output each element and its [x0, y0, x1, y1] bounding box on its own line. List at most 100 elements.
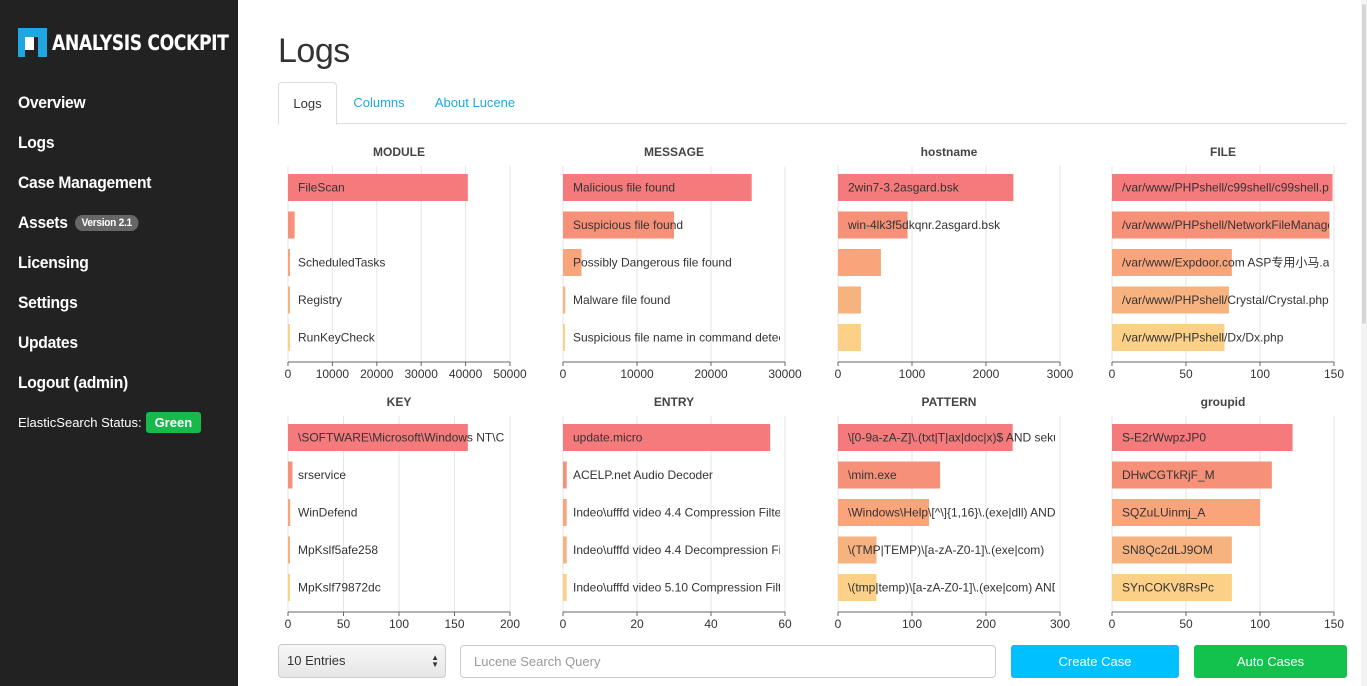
- bar: [563, 324, 565, 351]
- chart-title: PATTERN: [922, 395, 977, 409]
- sidebar-item-updates[interactable]: Updates: [18, 333, 78, 353]
- tick-label: 0: [1109, 367, 1116, 381]
- tick-label: 50: [337, 617, 351, 631]
- sidebar-item-settings[interactable]: Settings: [18, 293, 78, 313]
- chart-module-panel: MODULE 0 10000 20000 30000 40000 50000 FileScan…: [285, 145, 527, 381]
- tab-logs[interactable]: Logs: [278, 82, 337, 125]
- tick-label: 20: [630, 617, 644, 631]
- bar-label: Indeo\ufffd video 4.4 Compression Filter: [573, 506, 785, 520]
- bar-label: Possibly Dangerous file found: [573, 256, 732, 270]
- tick-label: 10000: [620, 367, 654, 381]
- sidebar-item-case-management[interactable]: Case Management: [18, 173, 151, 193]
- bar: [1112, 249, 1232, 276]
- tick-label: 30000: [768, 367, 802, 381]
- bar-label: Suspicious file name in command detecte: [573, 331, 795, 345]
- bar-label: S-E2rWwpzJP0: [1122, 431, 1206, 445]
- lucene-search-input[interactable]: [460, 645, 996, 678]
- sidebar-item-label: Logs: [18, 133, 55, 152]
- bar: [1112, 424, 1293, 451]
- auto-cases-button[interactable]: Auto Cases: [1194, 645, 1347, 678]
- tick-label: 150: [1324, 617, 1344, 631]
- tick-label: 50: [1179, 367, 1193, 381]
- chart-groupid-panel: groupid 0 50 100 150 S-E2rWwpzJP0 DHwCGTkRjF_M…: [1109, 395, 1345, 631]
- bar: [288, 536, 290, 564]
- tick-label: 30000: [405, 367, 439, 381]
- sidebar-item-licensing[interactable]: Licensing: [18, 253, 89, 273]
- sidebar-item-logout[interactable]: Logout (admin): [18, 373, 128, 393]
- elasticsearch-status: ElasticSearch Status: Green: [18, 412, 202, 433]
- version-badge: Version 2.1: [75, 215, 139, 231]
- bar: [563, 499, 567, 526]
- bar-label: Suspicious file found: [573, 218, 683, 232]
- bar: [1112, 211, 1330, 239]
- bar-label: RunKeyCheck: [298, 331, 376, 345]
- tick-label: 300: [1050, 617, 1070, 631]
- scrollbar[interactable]: [1361, 0, 1367, 686]
- sidebar-item-label: Updates: [18, 333, 78, 352]
- sidebar: ANALYSIS COCKPIT Overview Logs Case Mana…: [0, 0, 238, 686]
- tab-bar: Logs Columns About Lucene: [278, 82, 1347, 125]
- bar-label: Registry: [298, 293, 342, 307]
- logo-text: ANALYSIS COCKPIT: [52, 30, 229, 55]
- sidebar-item-assets[interactable]: Assets Version 2.1: [18, 213, 139, 233]
- bar: [288, 324, 290, 351]
- es-status-label: ElasticSearch Status:: [18, 415, 142, 430]
- tick-label: 150: [444, 617, 464, 631]
- tick-label: 50: [1179, 617, 1193, 631]
- app-logo[interactable]: ANALYSIS COCKPIT: [18, 28, 267, 57]
- bar: [838, 536, 877, 564]
- bar-label: \mim.exe: [848, 468, 897, 482]
- tick-label: 2000: [973, 367, 1000, 381]
- bar: [563, 174, 752, 201]
- bar: [1112, 499, 1260, 526]
- bar-label: Malware file found: [573, 293, 670, 307]
- bar-label: SYnCOKV8RsPc: [1122, 581, 1214, 595]
- bar: [838, 324, 861, 351]
- sidebar-item-label: Overview: [18, 93, 86, 112]
- tab-columns[interactable]: Columns: [353, 95, 405, 110]
- chart-pattern-panel: PATTERN 0 100 200 300 \[0-9a-zA-Z]\.(txt|T|ax…: [835, 395, 1073, 631]
- bar: [288, 249, 290, 276]
- entries-select[interactable]: 10 Entries ▲ ▼: [278, 644, 446, 678]
- bar: [563, 461, 567, 489]
- scrollbar-thumb[interactable]: [1362, 4, 1366, 324]
- sidebar-item-label: Assets: [18, 213, 68, 232]
- tick-label: 0: [560, 617, 567, 631]
- bar: [838, 461, 941, 489]
- bar-label: \[0-9a-zA-Z]\.(txt|T|ax|doc|x)$ AND seku…: [848, 431, 1073, 445]
- create-case-button[interactable]: Create Case: [1011, 645, 1179, 678]
- tab-about-lucene[interactable]: About Lucene: [434, 95, 516, 110]
- tick-label: 1000: [899, 367, 926, 381]
- tick-label: 100: [1250, 617, 1270, 631]
- chart-entry-panel: ENTRY 0 20 40 60 update.micro ACELP.net Audio …: [560, 395, 792, 631]
- tick-label: 150: [1324, 367, 1344, 381]
- bar-label: MpKslf79872dc: [298, 581, 381, 595]
- bar-label: WinDefend: [298, 506, 357, 520]
- tick-label: 100: [902, 617, 922, 631]
- tick-label: 200: [500, 617, 520, 631]
- bar: [563, 249, 582, 276]
- tick-label: 100: [389, 617, 409, 631]
- bar-label: /var/www/PHPshell/Crystal/Crystal.php: [1122, 293, 1329, 307]
- bar: [1112, 324, 1225, 351]
- chart-title: groupid: [1201, 395, 1246, 409]
- tick-label: 0: [560, 367, 567, 381]
- bar: [288, 424, 468, 451]
- tick-label: 0: [835, 617, 842, 631]
- tick-label: 0: [835, 367, 842, 381]
- bar: [838, 174, 1014, 201]
- sidebar-item-overview[interactable]: Overview: [18, 93, 86, 113]
- sidebar-item-label: Case Management: [18, 173, 152, 192]
- tick-label: 50000: [493, 367, 527, 381]
- bar-label: update.micro: [573, 431, 643, 445]
- sidebar-item-logs[interactable]: Logs: [18, 133, 55, 153]
- select-arrows-icon: ▲ ▼: [431, 653, 439, 669]
- bar: [838, 249, 881, 276]
- chart-title: ENTRY: [654, 395, 694, 409]
- sidebar-item-label: Licensing: [18, 253, 89, 272]
- bar-label: \SOFTWARE\Microsoft\Windows NT\Curre: [298, 431, 526, 445]
- bar: [838, 424, 1013, 451]
- bar-label: ScheduledTasks: [298, 256, 385, 270]
- bar: [563, 424, 771, 451]
- logo-icon: [18, 28, 47, 57]
